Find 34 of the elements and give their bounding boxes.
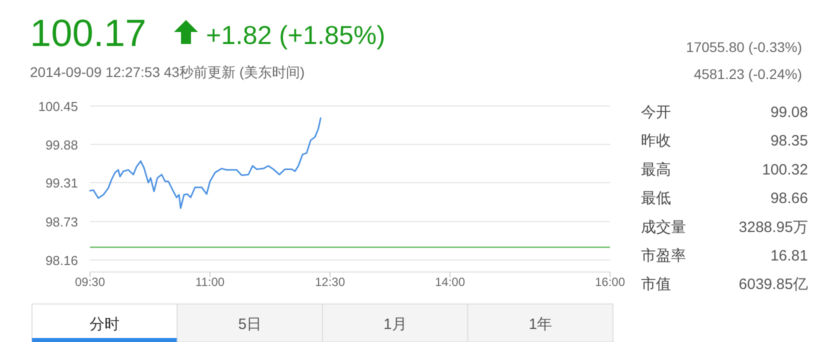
text: 2014-09-09 12:27:53 43秒前更新 (美东时间) xyxy=(30,64,305,80)
text: 100.32 xyxy=(762,161,808,178)
x-tick-label: 09:30 xyxy=(74,275,106,289)
line-series xyxy=(89,117,322,209)
y-tick-label: 99.31 xyxy=(45,176,78,191)
text: 16.81 xyxy=(770,248,808,264)
y-tick-label: 98.73 xyxy=(45,214,78,230)
y-tick-label: 99.88 xyxy=(45,137,78,152)
text: 98.66 xyxy=(770,190,808,208)
text: 17055.80 (-0.33%) xyxy=(686,39,802,55)
x-tick-label: 14:00 xyxy=(434,275,466,289)
text: 最高 xyxy=(641,161,671,178)
text: 成交量 xyxy=(641,218,686,236)
x-tick-label: 16:00 xyxy=(594,275,626,289)
text: 1月 xyxy=(383,316,407,333)
text: 99.08 xyxy=(770,104,808,121)
text: 分时 xyxy=(90,316,120,333)
text: 6039.85亿 xyxy=(738,276,808,294)
text: 今开 xyxy=(641,104,671,121)
text: 4581.23 (-0.24%) xyxy=(694,66,802,82)
y-tick-label: 98.16 xyxy=(45,253,78,268)
text: 1年 xyxy=(528,316,552,333)
x-tick-label: 12:30 xyxy=(314,275,346,289)
x-tick-label: 11:00 xyxy=(195,275,225,289)
y-tick-label: 100.45 xyxy=(38,99,78,114)
text: 最低 xyxy=(641,190,671,208)
text: 98.35 xyxy=(770,132,808,150)
text: 3288.95万 xyxy=(738,218,808,236)
text: 昨收 xyxy=(641,132,671,150)
text: 市盈率 xyxy=(641,248,686,264)
text: +1.82 (+1.85%) xyxy=(206,20,386,50)
text: 市值 xyxy=(641,276,671,294)
text: 100.17 xyxy=(30,13,146,55)
text: 5日 xyxy=(238,316,262,333)
